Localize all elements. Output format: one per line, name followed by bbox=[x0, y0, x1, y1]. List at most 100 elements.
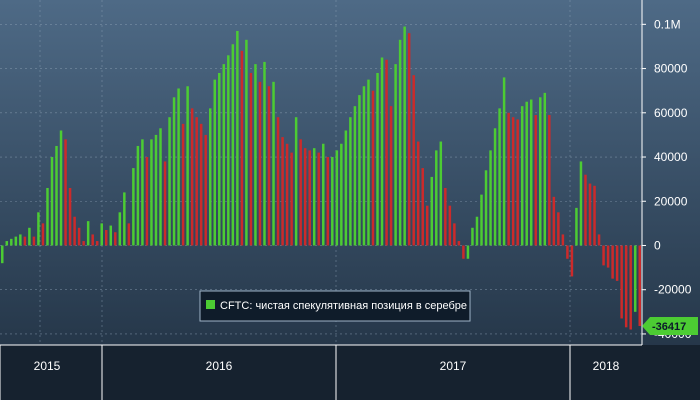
bar bbox=[502, 77, 506, 246]
bar bbox=[335, 150, 339, 246]
bar bbox=[403, 26, 406, 246]
bar bbox=[552, 196, 556, 246]
bar bbox=[448, 205, 452, 246]
y-tick-label: 20000 bbox=[654, 194, 688, 208]
bar bbox=[326, 157, 330, 246]
bar bbox=[50, 157, 54, 246]
bar bbox=[534, 115, 537, 246]
bar bbox=[539, 97, 542, 246]
bar bbox=[484, 170, 488, 246]
bar bbox=[55, 145, 58, 246]
bar bbox=[629, 245, 632, 330]
bar bbox=[367, 79, 370, 246]
bar bbox=[407, 33, 411, 246]
bar bbox=[195, 117, 198, 246]
bar bbox=[77, 227, 81, 246]
bar bbox=[638, 245, 641, 327]
bar bbox=[123, 192, 126, 246]
bar bbox=[272, 81, 275, 246]
bar bbox=[493, 128, 497, 246]
bar bbox=[86, 221, 90, 246]
bar bbox=[317, 152, 320, 246]
bar bbox=[421, 168, 424, 246]
bar bbox=[466, 245, 470, 259]
y-tick-label: 80000 bbox=[654, 62, 688, 76]
bar bbox=[606, 245, 610, 268]
bar bbox=[462, 245, 465, 259]
bar bbox=[389, 106, 393, 246]
bar bbox=[597, 234, 601, 246]
bar bbox=[145, 157, 149, 246]
y-tick-label: 40000 bbox=[654, 150, 688, 164]
x-tick-label: 2018 bbox=[593, 359, 620, 373]
bar bbox=[199, 123, 203, 246]
bar bbox=[498, 108, 501, 246]
bar bbox=[258, 81, 262, 246]
bar bbox=[588, 183, 592, 246]
bar bbox=[231, 44, 235, 246]
bar bbox=[525, 101, 528, 246]
bar bbox=[561, 234, 565, 246]
bar bbox=[624, 245, 628, 328]
bar bbox=[37, 212, 40, 246]
bar bbox=[208, 108, 212, 246]
bar bbox=[267, 86, 271, 246]
bar bbox=[14, 236, 18, 246]
bar bbox=[308, 150, 311, 246]
bar bbox=[132, 168, 135, 246]
bar bbox=[520, 106, 524, 246]
bar bbox=[475, 216, 479, 246]
bar bbox=[575, 207, 578, 246]
y-tick-label: 60000 bbox=[654, 106, 688, 120]
bar bbox=[105, 230, 108, 246]
bar bbox=[281, 137, 284, 246]
bar bbox=[412, 75, 415, 246]
legend-label: CFTC: чистая спекулятивная позиция в сер… bbox=[220, 300, 467, 312]
bar bbox=[218, 72, 221, 246]
bar bbox=[385, 59, 388, 246]
bar bbox=[394, 64, 397, 246]
bar bbox=[127, 223, 131, 246]
bar bbox=[1, 245, 4, 264]
bar bbox=[159, 128, 162, 246]
last-value-label: -36417 bbox=[652, 321, 686, 333]
bar bbox=[118, 212, 122, 246]
bar bbox=[276, 117, 280, 246]
bar bbox=[5, 241, 9, 246]
y-tick-label: 0.1M bbox=[654, 17, 681, 31]
bar bbox=[91, 234, 94, 246]
bar bbox=[570, 245, 574, 277]
bar bbox=[95, 241, 99, 246]
bar bbox=[10, 238, 13, 246]
bar bbox=[59, 130, 63, 246]
bar bbox=[489, 150, 492, 246]
bar bbox=[163, 161, 167, 246]
bar bbox=[430, 176, 434, 246]
bar bbox=[263, 61, 266, 246]
bar bbox=[548, 115, 551, 246]
bar bbox=[344, 130, 348, 246]
bar bbox=[150, 139, 153, 246]
bar bbox=[579, 161, 583, 246]
bar bbox=[41, 223, 45, 246]
x-tick-label: 2015 bbox=[34, 359, 61, 373]
bar bbox=[543, 92, 547, 246]
bar bbox=[453, 223, 456, 246]
bar bbox=[633, 245, 637, 312]
bar bbox=[172, 97, 176, 246]
bar bbox=[227, 55, 230, 246]
bar bbox=[439, 141, 443, 246]
bar bbox=[480, 194, 483, 246]
bar bbox=[566, 245, 569, 259]
x-axis-band bbox=[0, 345, 700, 400]
bar bbox=[190, 108, 194, 246]
bar bbox=[181, 123, 185, 246]
bar bbox=[204, 134, 207, 246]
bar bbox=[19, 234, 22, 246]
bar bbox=[358, 95, 361, 246]
bar bbox=[362, 86, 366, 246]
bar bbox=[299, 139, 302, 246]
bar bbox=[32, 236, 36, 246]
